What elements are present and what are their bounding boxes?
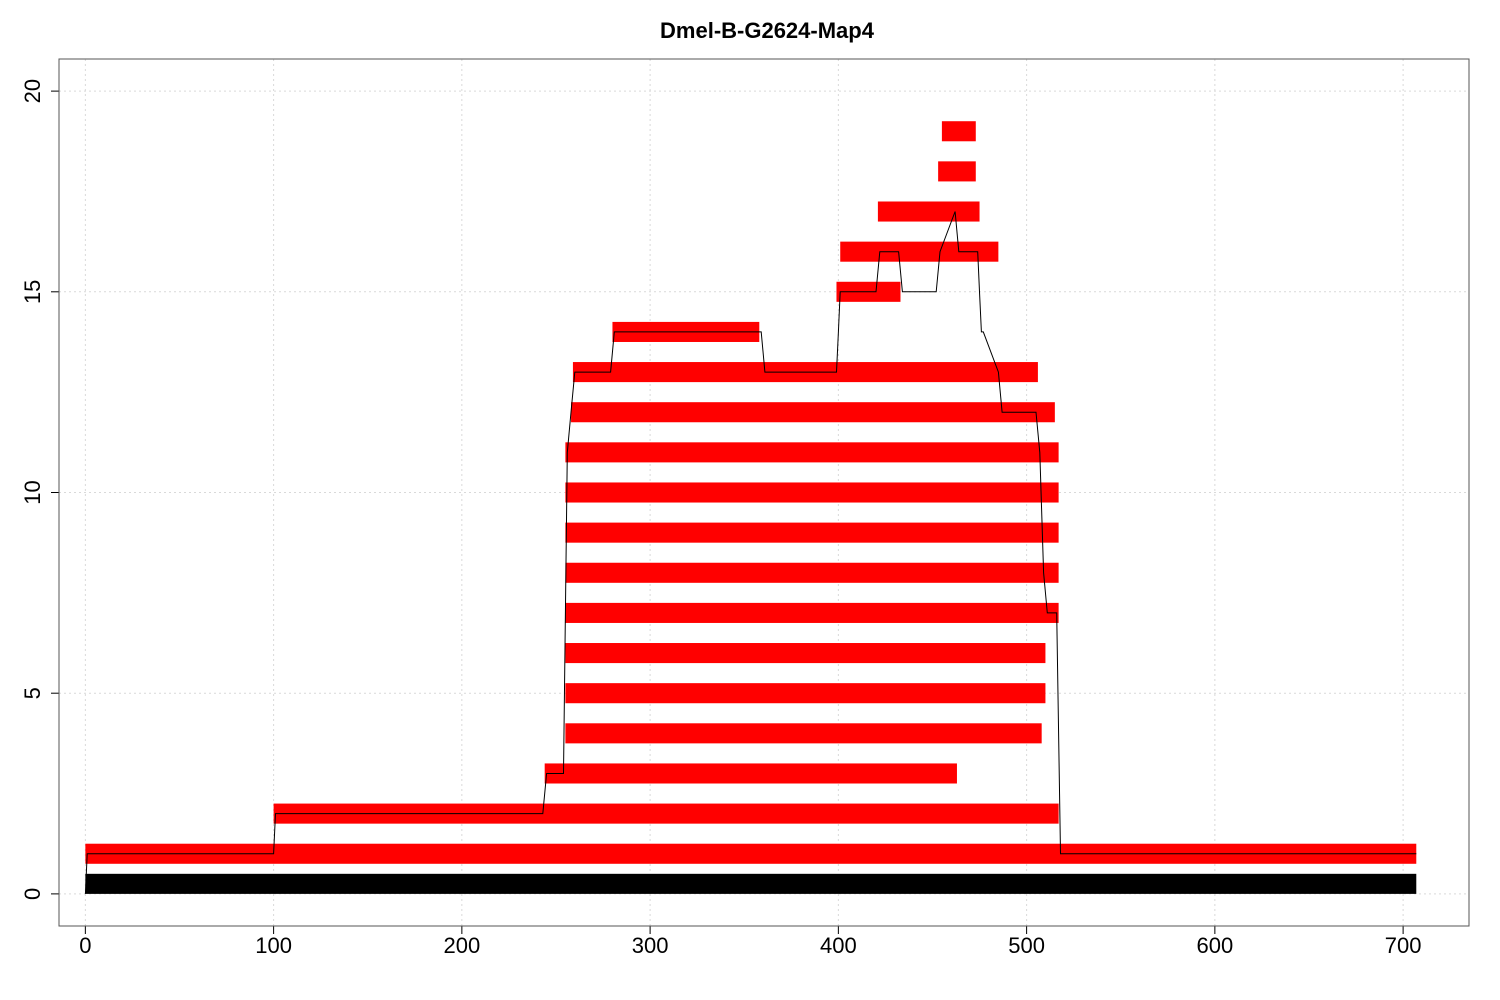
chart-title: Dmel-B-G2624-Map4 [660, 18, 875, 43]
y-tick-label: 5 [20, 687, 45, 699]
read-bar [544, 763, 957, 784]
read-bar [565, 683, 1046, 704]
x-tick-label: 700 [1385, 933, 1422, 958]
coverage-line [84, 211, 1417, 894]
read-bar [565, 522, 1059, 543]
y-tick-label: 15 [20, 280, 45, 304]
read-bars [85, 121, 1417, 894]
x-tick-label: 300 [632, 933, 669, 958]
read-bar [565, 562, 1059, 583]
read-bar [941, 121, 976, 142]
read-bar [273, 803, 1059, 824]
x-tick-label: 0 [79, 933, 91, 958]
read-bar [938, 161, 976, 182]
coverage-line-layer [84, 211, 1417, 894]
read-bar [565, 723, 1042, 744]
read-bar [565, 442, 1059, 463]
y-tick-label: 0 [20, 888, 45, 900]
read-bar [877, 201, 980, 222]
read-bar [85, 843, 1417, 864]
read-bar [565, 643, 1046, 664]
y-tick-label: 20 [20, 79, 45, 103]
axes: 0 100 200 300 400 500 600 700 0 5 10 15 20 [20, 79, 1421, 958]
x-tick-label: 600 [1197, 933, 1234, 958]
x-tick-label: 500 [1008, 933, 1045, 958]
reference-bar [85, 873, 1417, 894]
read-bar [571, 402, 1055, 423]
plot-frame [58, 58, 1470, 927]
x-tick-label: 100 [255, 933, 292, 958]
x-tick-label: 400 [820, 933, 857, 958]
x-tick-label: 200 [443, 933, 480, 958]
y-tick-label: 10 [20, 480, 45, 504]
read-bar [565, 602, 1059, 623]
read-bar [565, 482, 1059, 503]
